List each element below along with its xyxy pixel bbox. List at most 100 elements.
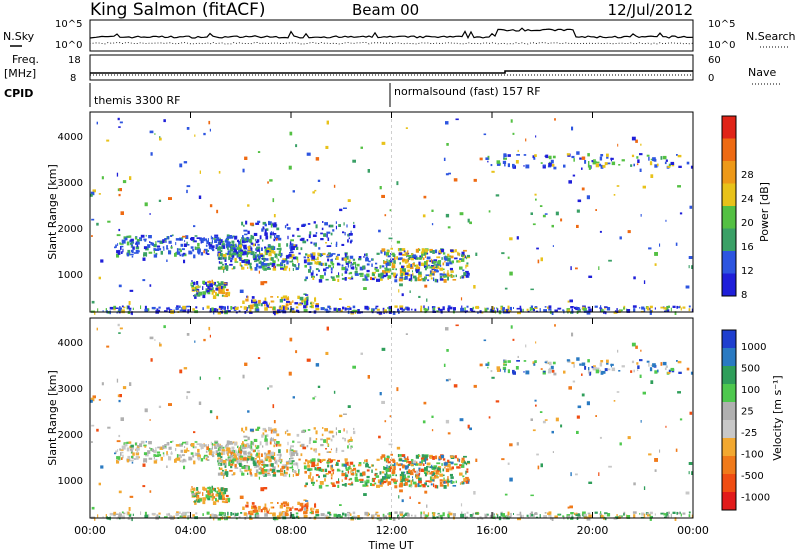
power-echo-cell xyxy=(341,243,345,246)
power-echo-cell xyxy=(143,246,147,250)
velocity-echo-cell xyxy=(228,460,231,465)
power-echo-cell xyxy=(197,242,200,247)
velocity-echo-cell xyxy=(120,417,124,421)
velocity-echo-cell xyxy=(279,505,283,509)
power-echo-cell xyxy=(106,139,110,142)
power-echo-cell xyxy=(458,252,460,257)
power-echo-cell xyxy=(349,271,353,275)
velocity-echo-cell xyxy=(429,476,433,481)
power-echo-cell xyxy=(109,306,114,310)
velocity-echo-cell xyxy=(274,462,276,464)
velocity-echo-cell xyxy=(381,347,386,351)
velocity-echo-cell xyxy=(258,467,262,470)
power-echo-cell xyxy=(554,309,558,313)
velocity-echo-cell xyxy=(429,455,433,457)
power-echo-cell xyxy=(186,305,191,308)
power-echo-cell xyxy=(321,227,324,231)
power-echo-cell xyxy=(244,250,247,252)
power-echo-cell xyxy=(475,252,478,256)
velocity-echo-cell xyxy=(264,503,267,507)
power-echo-cell xyxy=(180,238,181,241)
velocity-echo-cell xyxy=(571,361,575,365)
velocity-colorbar-swatch xyxy=(722,384,736,403)
velocity-echo-cell xyxy=(254,458,257,460)
velocity-echo-cell xyxy=(273,444,276,448)
velocity-echo-cell xyxy=(396,387,399,392)
velocity-echo-cell xyxy=(466,511,469,514)
velocity-echo-cell xyxy=(291,452,295,457)
power-echo-cell xyxy=(168,240,172,244)
power-echo-cell xyxy=(336,256,339,260)
power-echo-cell xyxy=(654,263,657,266)
velocity-echo-cell xyxy=(242,444,245,447)
power-echo-cell xyxy=(230,306,233,310)
velocity-echo-cell xyxy=(313,507,315,511)
mhz-label: [MHz] xyxy=(4,67,36,80)
velocity-echo-cell xyxy=(258,505,261,510)
velocity-echo-cell xyxy=(376,484,380,488)
velocity-echo-cell xyxy=(218,495,222,500)
velocity-echo-cell xyxy=(433,477,436,479)
power-echo-cell xyxy=(375,269,380,272)
power-echo-cell xyxy=(553,166,557,170)
velocity-echo-cell xyxy=(130,448,133,451)
velocity-echo-cell xyxy=(463,478,467,482)
velocity-echo-cell xyxy=(183,458,186,461)
power-echo-cell xyxy=(368,260,371,263)
velocity-echo-cell xyxy=(449,467,453,471)
velocity-echo-cell xyxy=(243,457,247,461)
velocity-echo-cell xyxy=(459,482,461,485)
velocity-colorbar xyxy=(721,329,737,511)
power-echo-cell xyxy=(402,273,407,276)
velocity-echo-cell xyxy=(117,516,121,519)
power-echo-cell xyxy=(215,244,219,248)
power-echo-cell xyxy=(616,308,618,311)
velocity-echo-cell xyxy=(403,474,406,478)
velocity-echo-cell xyxy=(250,453,253,456)
velocity-echo-cell xyxy=(207,459,210,461)
power-echo-cell xyxy=(395,268,397,271)
velocity-echo-cell xyxy=(674,517,677,521)
power-echo-cell xyxy=(317,252,320,256)
velocity-echo-cell xyxy=(581,393,585,397)
power-echo-cell xyxy=(255,248,257,251)
velocity-echo-cell xyxy=(584,366,587,370)
power-echo-cell xyxy=(213,290,216,293)
power-echo-cell xyxy=(263,267,267,271)
power-echo-cell xyxy=(448,172,451,175)
velocity-echo-cell xyxy=(219,467,223,471)
power-echo-cell xyxy=(218,289,222,294)
power-echo-cell xyxy=(269,262,272,266)
power-echo-cell xyxy=(151,306,156,310)
power-echo-cell xyxy=(122,180,127,184)
velocity-echo-cell xyxy=(507,511,510,516)
velocity-echo-cell xyxy=(618,370,621,372)
velocity-echo-cell xyxy=(433,470,437,472)
power-echo-cell xyxy=(648,247,652,250)
velocity-echo-cell xyxy=(315,509,319,513)
velocity-echo-cell xyxy=(443,485,447,489)
power-echo-cell xyxy=(408,255,412,258)
velocity-echo-cell xyxy=(314,503,317,508)
velocity-echo-cell xyxy=(679,418,683,421)
power-echo-cell xyxy=(375,305,379,308)
velocity-echo-cell xyxy=(384,457,386,462)
power-echo-cell xyxy=(437,261,440,265)
power-echo-cell xyxy=(679,212,683,215)
power-echo-cell xyxy=(203,248,208,251)
velocity-echo-cell xyxy=(348,439,353,442)
power-echo-cell xyxy=(254,300,258,304)
power-echo-cell xyxy=(212,236,214,240)
power-echo-cell xyxy=(421,262,424,266)
velocity-echo-cell xyxy=(159,343,162,347)
velocity-echo-cell xyxy=(688,514,691,518)
velocity-echo-cell xyxy=(595,367,600,370)
power-scatter xyxy=(90,113,694,316)
power-echo-cell xyxy=(258,302,260,306)
velocity-echo-cell xyxy=(223,462,225,465)
velocity-echo-cell xyxy=(150,448,153,451)
power-echo-cell xyxy=(392,311,396,315)
velocity-echo-cell xyxy=(288,371,292,376)
velocity-echo-cell xyxy=(431,429,434,432)
velocity-echo-cell xyxy=(353,427,355,430)
